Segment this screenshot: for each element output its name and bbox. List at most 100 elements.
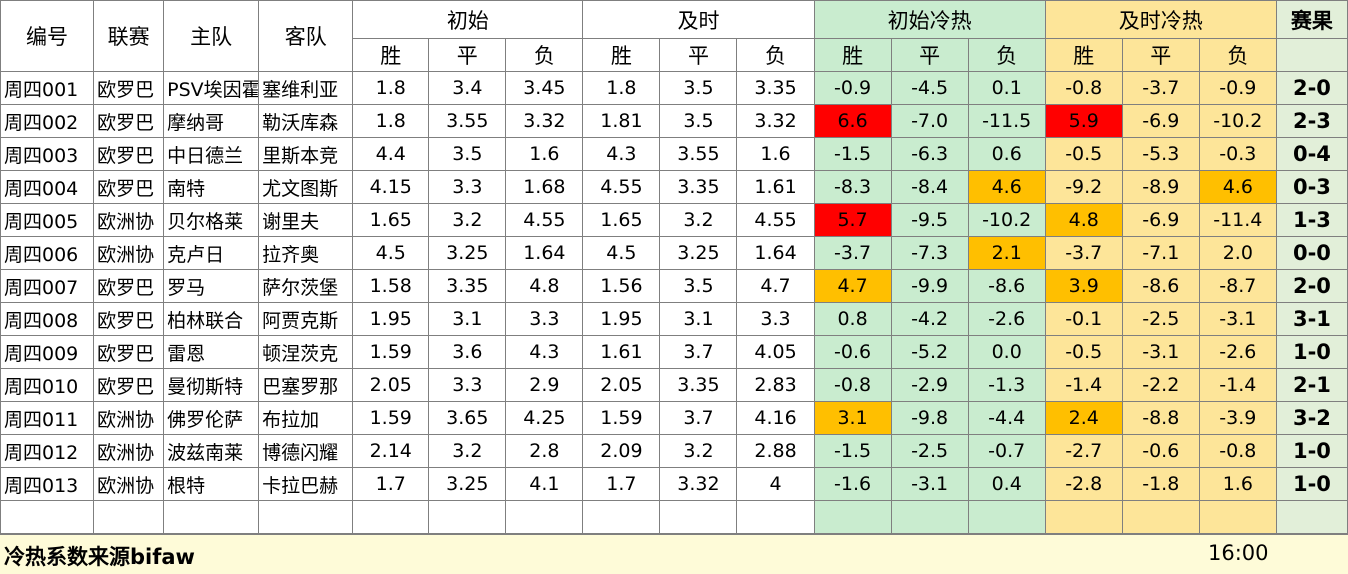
cell-initial-win[interactable]: 1.8	[352, 71, 430, 105]
header-initial[interactable]: 初始	[352, 0, 584, 39]
cell-iheat-draw[interactable]: -4.5	[890, 71, 969, 105]
cell-initial-loss[interactable]: 1.68	[505, 170, 584, 204]
cell-initial-loss[interactable]: 2.9	[505, 368, 584, 402]
subheader-lheat-draw[interactable]: 平	[1121, 38, 1200, 72]
cell-lheat-loss[interactable]: 1.6	[1198, 467, 1277, 501]
cell-id[interactable]: 周四007	[0, 269, 95, 303]
cell-id[interactable]: 周四008	[0, 302, 95, 336]
cell-initial-draw[interactable]: 3.4	[428, 71, 507, 105]
cell-league[interactable]: 欧洲协	[93, 467, 165, 501]
cell-lheat-draw[interactable]: -7.1	[1121, 236, 1200, 270]
cell-initial-draw[interactable]: 3.6	[428, 335, 507, 369]
cell-live-win[interactable]: 4.3	[582, 137, 661, 171]
cell-league[interactable]: 欧洲协	[93, 434, 165, 468]
subheader-initial-loss[interactable]: 负	[505, 38, 584, 72]
cell-home[interactable]: 雷恩	[163, 335, 260, 369]
cell-league[interactable]: 欧罗巴	[93, 269, 165, 303]
cell-lheat-win[interactable]: -0.5	[1044, 335, 1123, 369]
cell-home[interactable]: 柏林联合	[163, 302, 260, 336]
footer-time[interactable]: 16:00	[1208, 541, 1269, 565]
cell-live-draw[interactable]: 3.5	[659, 104, 738, 138]
cell-initial-loss[interactable]: 4.1	[505, 467, 584, 501]
cell-league[interactable]: 欧罗巴	[93, 302, 165, 336]
cell-lheat-loss[interactable]: -8.7	[1198, 269, 1277, 303]
cell-league[interactable]: 欧洲协	[93, 401, 165, 435]
cell-initial-draw[interactable]: 3.65	[428, 401, 507, 435]
subheader-iheat-draw[interactable]: 平	[890, 38, 969, 72]
cell-league[interactable]: 欧罗巴	[93, 137, 165, 171]
cell-empty[interactable]	[1044, 500, 1123, 534]
cell-live-draw[interactable]: 3.7	[659, 335, 738, 369]
cell-league[interactable]: 欧洲协	[93, 236, 165, 270]
cell-live-loss[interactable]: 4.16	[736, 401, 815, 435]
cell-home[interactable]: 波兹南莱	[163, 434, 260, 468]
cell-live-loss[interactable]: 2.88	[736, 434, 815, 468]
subheader-iheat-loss[interactable]: 负	[967, 38, 1046, 72]
cell-result[interactable]: 1-0	[1275, 467, 1348, 501]
cell-live-loss[interactable]: 3.35	[736, 71, 815, 105]
cell-away[interactable]: 卡拉巴赫	[258, 467, 354, 501]
cell-lheat-draw[interactable]: -1.8	[1121, 467, 1200, 501]
cell-empty[interactable]	[1121, 500, 1200, 534]
cell-lheat-win[interactable]: -0.1	[1044, 302, 1123, 336]
cell-lheat-draw[interactable]: -6.9	[1121, 104, 1200, 138]
cell-lheat-draw[interactable]: -2.5	[1121, 302, 1200, 336]
header-id[interactable]: 编号	[0, 0, 95, 72]
cell-lheat-loss[interactable]: -11.4	[1198, 203, 1277, 237]
cell-empty[interactable]	[163, 500, 260, 534]
cell-lheat-draw[interactable]: -8.9	[1121, 170, 1200, 204]
cell-empty[interactable]	[813, 500, 892, 534]
cell-initial-win[interactable]: 4.5	[352, 236, 430, 270]
cell-iheat-win[interactable]: -0.6	[813, 335, 892, 369]
cell-lheat-draw[interactable]: -8.6	[1121, 269, 1200, 303]
cell-league[interactable]: 欧罗巴	[93, 170, 165, 204]
cell-id[interactable]: 周四001	[0, 71, 95, 105]
cell-lheat-loss[interactable]: 4.6	[1198, 170, 1277, 204]
cell-lheat-draw[interactable]: -5.3	[1121, 137, 1200, 171]
cell-live-draw[interactable]: 3.35	[659, 170, 738, 204]
cell-initial-draw[interactable]: 3.2	[428, 203, 507, 237]
cell-initial-loss[interactable]: 3.45	[505, 71, 584, 105]
cell-lheat-draw[interactable]: -2.2	[1121, 368, 1200, 402]
cell-initial-loss[interactable]: 4.25	[505, 401, 584, 435]
subheader-live-draw[interactable]: 平	[659, 38, 738, 72]
cell-iheat-win[interactable]: -0.8	[813, 368, 892, 402]
cell-iheat-draw[interactable]: -2.9	[890, 368, 969, 402]
cell-lheat-draw[interactable]: -3.7	[1121, 71, 1200, 105]
cell-iheat-loss[interactable]: -2.6	[967, 302, 1046, 336]
cell-league[interactable]: 欧罗巴	[93, 104, 165, 138]
cell-lheat-loss[interactable]: -3.9	[1198, 401, 1277, 435]
cell-iheat-loss[interactable]: -4.4	[967, 401, 1046, 435]
cell-live-draw[interactable]: 3.25	[659, 236, 738, 270]
cell-id[interactable]: 周四003	[0, 137, 95, 171]
cell-initial-loss[interactable]: 3.3	[505, 302, 584, 336]
cell-live-draw[interactable]: 3.1	[659, 302, 738, 336]
cell-initial-win[interactable]: 4.4	[352, 137, 430, 171]
cell-lheat-win[interactable]: 3.9	[1044, 269, 1123, 303]
cell-live-win[interactable]: 1.81	[582, 104, 661, 138]
cell-initial-loss[interactable]: 4.8	[505, 269, 584, 303]
cell-empty[interactable]	[736, 500, 815, 534]
cell-initial-win[interactable]: 1.58	[352, 269, 430, 303]
cell-iheat-draw[interactable]: -9.9	[890, 269, 969, 303]
cell-iheat-loss[interactable]: 0.0	[967, 335, 1046, 369]
cell-iheat-win[interactable]: -8.3	[813, 170, 892, 204]
cell-lheat-loss[interactable]: -0.3	[1198, 137, 1277, 171]
cell-away[interactable]: 里斯本竞	[258, 137, 354, 171]
footer-source[interactable]: 冷热系数来源bifaw	[4, 545, 195, 569]
cell-home[interactable]: 曼彻斯特	[163, 368, 260, 402]
cell-iheat-loss[interactable]: -0.7	[967, 434, 1046, 468]
cell-away[interactable]: 博德闪耀	[258, 434, 354, 468]
cell-iheat-draw[interactable]: -7.0	[890, 104, 969, 138]
cell-id[interactable]: 周四013	[0, 467, 95, 501]
cell-live-draw[interactable]: 3.5	[659, 269, 738, 303]
cell-iheat-loss[interactable]: 0.1	[967, 71, 1046, 105]
cell-result[interactable]: 0-4	[1275, 137, 1348, 171]
cell-iheat-win[interactable]: 0.8	[813, 302, 892, 336]
cell-result[interactable]: 2-1	[1275, 368, 1348, 402]
cell-away[interactable]: 萨尔茨堡	[258, 269, 354, 303]
cell-live-win[interactable]: 4.55	[582, 170, 661, 204]
cell-iheat-win[interactable]: 5.7	[813, 203, 892, 237]
cell-empty[interactable]	[890, 500, 969, 534]
cell-lheat-draw[interactable]: -0.6	[1121, 434, 1200, 468]
